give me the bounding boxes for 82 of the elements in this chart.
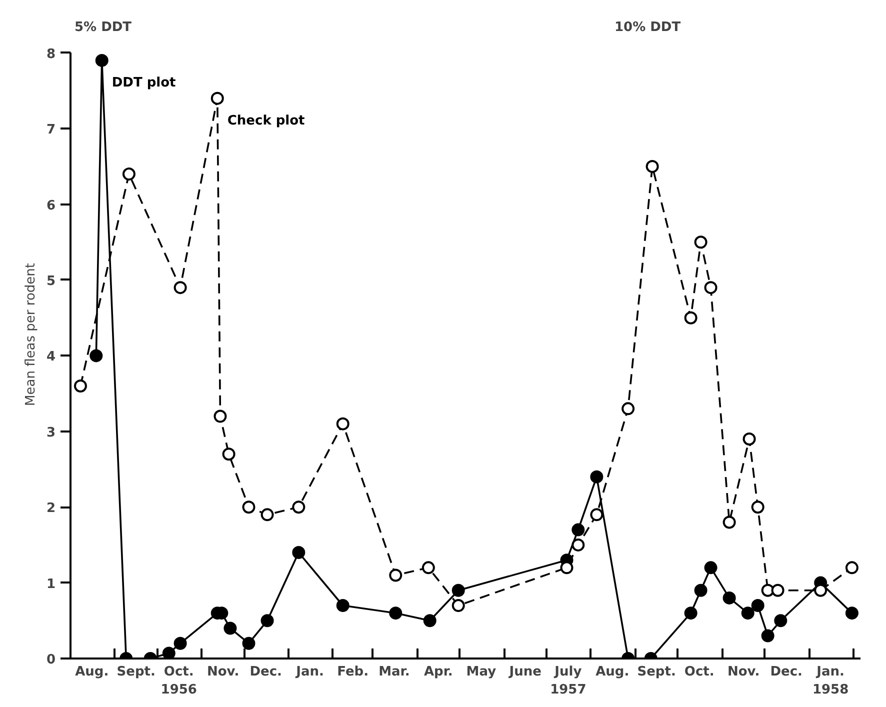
point [452,599,465,612]
point [292,500,306,514]
point [336,417,350,430]
point [684,606,698,620]
y-tick-label: 7 [46,122,56,138]
point [751,500,764,514]
y-tick-label: 5 [46,274,56,289]
point [694,584,708,597]
point [122,168,136,181]
point [260,508,274,522]
point [162,646,176,658]
x-tick-label: Sept. [116,664,156,680]
x-tick-label: Jan. [295,664,324,680]
point [389,606,402,620]
y-tick-label: 0 [46,652,56,668]
point [292,546,306,560]
point [95,54,108,67]
point [74,379,87,392]
x-tick-label: Jan. 1958 [812,664,849,698]
point [845,561,858,574]
y-tick-label: 2 [46,501,56,516]
point [704,281,718,294]
point [174,636,187,650]
point [210,92,224,105]
y-axis-title: Mean fleas per rodent [23,263,38,406]
point [761,629,774,642]
point [742,432,756,446]
point [336,599,350,612]
y-tick-label: 3 [46,425,56,440]
point [845,606,858,620]
point [684,311,698,324]
x-tick-label: Aug. [596,664,630,680]
point [751,599,764,612]
x-tick-label: Mar. [378,664,410,680]
point [90,349,103,362]
point [242,636,256,650]
point [704,561,718,574]
x-tick-label: Nov. [207,664,240,680]
point [422,561,435,574]
series-label: Check plot [227,113,305,128]
point [622,402,635,416]
x-tick-label: Aug. [75,664,109,680]
point [423,614,436,628]
x-tick-label: Dec. [770,664,802,680]
point [214,410,227,423]
point [774,614,788,628]
point [222,448,236,461]
point [174,281,187,294]
point [814,584,828,597]
point [590,470,604,484]
x-tick-label: Sept. [637,664,676,680]
point [572,538,585,552]
x-tick-label: Feb. [337,664,369,680]
y-tick-label: 8 [46,46,56,62]
y-tick-label: 1 [46,576,56,592]
point [722,516,736,529]
x-tick-label: Nov. [727,664,760,680]
x-tick-label: Apr. [424,664,453,680]
series-label: DDT plot [112,75,176,90]
text: 5% DDT [74,20,132,35]
point [771,584,784,597]
point [452,584,465,597]
point [694,236,708,249]
point [224,622,237,635]
point [260,614,274,628]
point [722,591,736,604]
point [572,523,585,536]
point [242,500,256,514]
point [646,160,659,173]
text: 10% DDT [614,20,681,35]
point [560,561,574,574]
y-tick-label: 6 [46,198,56,214]
point [389,568,402,582]
x-tick-label: Dec. [250,664,282,680]
x-tick-label: May [466,664,497,680]
point [741,606,754,620]
x-tick-label: June [508,664,542,680]
y-tick-label: 4 [46,350,56,365]
x-tick-label: Oct. 1956 [160,664,197,698]
x-tick-label: Oct. [684,664,714,680]
point [590,508,604,522]
x-tick-label: July 1957 [550,664,586,698]
